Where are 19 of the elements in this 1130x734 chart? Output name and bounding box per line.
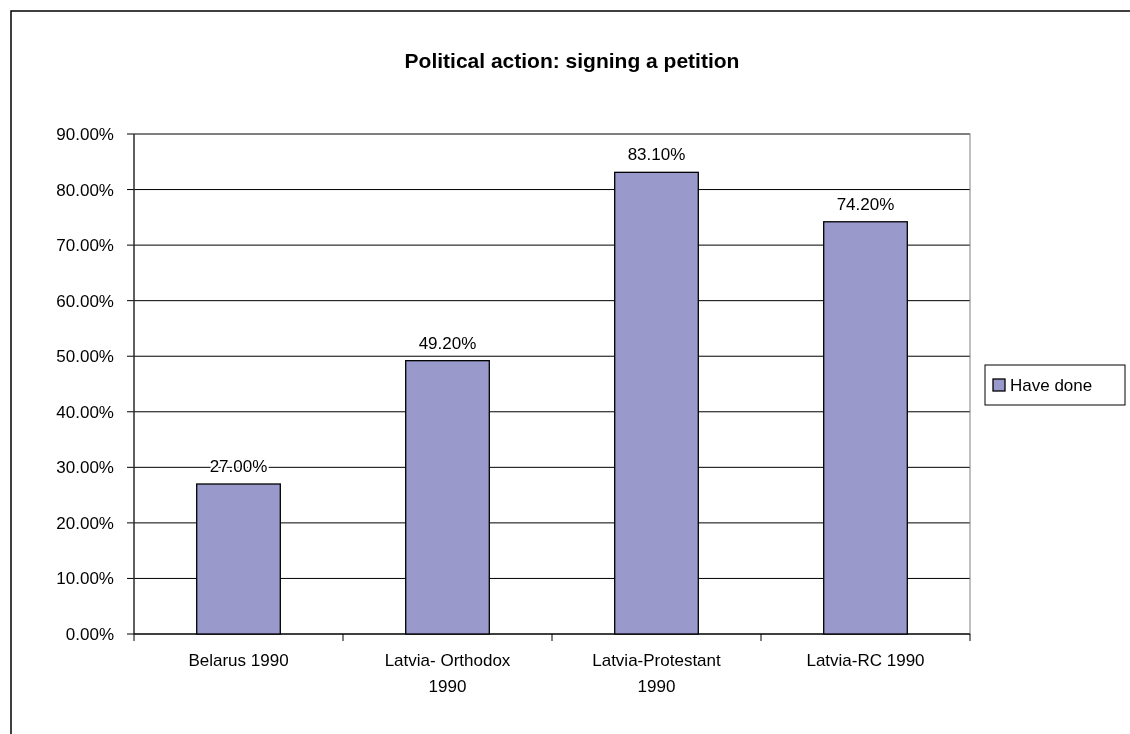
- x-tick-label: Latvia-RC 1990: [806, 651, 925, 670]
- y-tick-label: 80.00%: [56, 180, 114, 200]
- y-tick-label: 70.00%: [56, 236, 114, 256]
- y-tick-label: 0.00%: [65, 624, 114, 644]
- y-tick-label: 10.00%: [56, 569, 114, 589]
- x-tick-label: Belarus 1990: [188, 651, 289, 670]
- data-label: 49.20%: [418, 333, 477, 353]
- data-label: 74.20%: [836, 194, 895, 214]
- x-tick-label: Latvia- Orthodox 1990: [384, 651, 511, 696]
- x-tick-label: Latvia-Protestant 1990: [592, 651, 722, 696]
- y-tick-label: 40.00%: [56, 402, 114, 422]
- y-tick-label: 30.00%: [56, 458, 114, 478]
- chart-title: Political action: signing a petition: [404, 49, 740, 72]
- y-tick-label: 90.00%: [56, 124, 114, 144]
- data-label: 83.10%: [627, 145, 686, 165]
- y-tick-label: 20.00%: [56, 513, 114, 533]
- y-tick-label: 50.00%: [56, 347, 114, 367]
- legend-label: Have done: [1010, 375, 1093, 395]
- y-tick-label: 60.00%: [56, 291, 114, 311]
